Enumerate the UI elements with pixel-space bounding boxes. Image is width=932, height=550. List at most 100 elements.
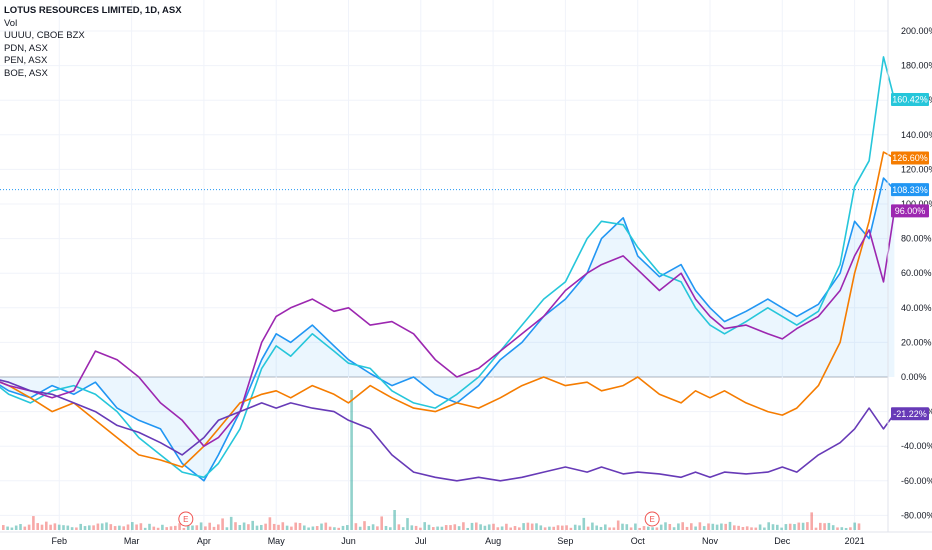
volume-bar [505, 523, 508, 530]
earnings-marker-label: E [183, 515, 188, 524]
volume-bar [182, 527, 186, 530]
volume-bar [406, 518, 409, 530]
volume-bar [174, 525, 177, 530]
volume-bar [475, 522, 478, 530]
volume-bar [225, 527, 229, 530]
volume-bar [36, 523, 39, 530]
volume-bar [453, 524, 457, 530]
series-line-boe[interactable] [0, 377, 896, 482]
volume-bar [57, 524, 61, 530]
volume-bar [647, 526, 650, 530]
volume-bar [152, 526, 156, 530]
legend-item-uuuu[interactable]: UUUU, CBOE BZX [4, 30, 85, 42]
volume-bar [492, 523, 495, 530]
volume-bar [771, 524, 775, 530]
volume-bar [2, 525, 5, 530]
volume-bar [733, 525, 736, 530]
x-tick-label: Mar [124, 536, 140, 546]
series-line-pdn[interactable] [0, 151, 895, 468]
volume-bar [281, 522, 285, 530]
volume-bar [806, 522, 809, 530]
volume-bar [427, 524, 431, 530]
volume-bar [586, 526, 590, 530]
volume-bar [285, 525, 289, 530]
legend-item-pdn[interactable]: PDN, ASX [4, 42, 48, 54]
last-value-badges: 160.42% 126.60% 108.33% 96.00% -21.22% [891, 92, 929, 421]
volume-bar [53, 523, 57, 530]
volume-bar [530, 523, 534, 530]
volume-bar [290, 526, 293, 530]
y-tick-label: 20.00% [901, 337, 932, 347]
volume-bar [419, 527, 422, 530]
volume-bar [698, 522, 702, 530]
time-axis[interactable]: Feb Mar Apr May Jun Jul Aug Sep Oct Nov Dec 2021 [52, 536, 865, 546]
volume-bar [677, 523, 680, 530]
volume-bar [62, 525, 65, 530]
volume-bar [333, 527, 336, 530]
volume-bar [32, 516, 35, 530]
volume-bar [745, 526, 749, 530]
last-value-badge-label: -21.22% [893, 409, 927, 419]
volume-bar [178, 523, 181, 530]
series-line-lotus[interactable] [0, 177, 895, 482]
volume-bar [797, 522, 801, 530]
y-tick-label: 200.00% [901, 26, 932, 36]
volume-bar [320, 523, 323, 530]
volume-bar [758, 524, 762, 530]
volume-bar [539, 525, 543, 530]
volume-bar [204, 526, 207, 530]
volume-bar [844, 527, 848, 530]
legend-item-pen[interactable]: PEN, ASX [4, 55, 48, 67]
series-line-uuuu[interactable] [0, 56, 896, 479]
volume-bar [79, 523, 82, 530]
earnings-marker[interactable] [644, 511, 660, 527]
volume-bar [40, 524, 44, 530]
volume-bar [139, 523, 143, 530]
volume-bar [186, 525, 190, 530]
volume-bar [668, 524, 672, 530]
series-line-pen[interactable] [0, 210, 896, 447]
volume-bar [363, 521, 366, 530]
volume-bar [255, 525, 259, 530]
volume-bar [393, 510, 396, 530]
volume-bar [509, 527, 512, 530]
volume-bar [376, 526, 379, 530]
volume-bar [49, 524, 52, 530]
volume-bar [96, 523, 100, 530]
volume-bar [6, 526, 9, 530]
volume-bar [414, 525, 418, 530]
volume-bar [612, 527, 616, 530]
x-tick-label: Nov [702, 536, 719, 546]
volume-bar [548, 526, 551, 530]
volume-bar [268, 517, 272, 530]
y-tick-label: 0.00% [901, 372, 927, 382]
volume-bar [161, 524, 164, 530]
volume-bar [582, 517, 586, 530]
volume-bar [165, 527, 168, 530]
volume-bar [410, 525, 414, 530]
volume-bars [2, 390, 861, 530]
volume-bar [750, 527, 753, 530]
volume-bar [621, 523, 624, 530]
volume-bar [148, 523, 151, 530]
volume-bar [814, 527, 818, 530]
earnings-marker[interactable] [178, 511, 194, 527]
chart-legend: LOTUS RESOURCES LIMITED, 1D, ASX Vol UUU… [4, 5, 182, 81]
volume-bar [75, 527, 78, 530]
volume-bar [341, 525, 345, 530]
volume-bar [466, 527, 469, 530]
volume-bar [440, 526, 444, 530]
legend-title[interactable]: LOTUS RESOURCES LIMITED, 1D, ASX [4, 5, 182, 16]
volume-bar [690, 523, 693, 530]
x-tick-label: Sep [557, 536, 573, 546]
volume-bar [83, 526, 87, 530]
earnings-marker-label: E [649, 515, 654, 524]
legend-item-boe[interactable]: BOE, ASX [4, 67, 48, 79]
volume-bar [565, 525, 568, 530]
legend-vol[interactable]: Vol [4, 17, 18, 29]
volume-bar [483, 525, 487, 530]
volume-bar [470, 522, 474, 530]
volume-bar [350, 390, 353, 530]
